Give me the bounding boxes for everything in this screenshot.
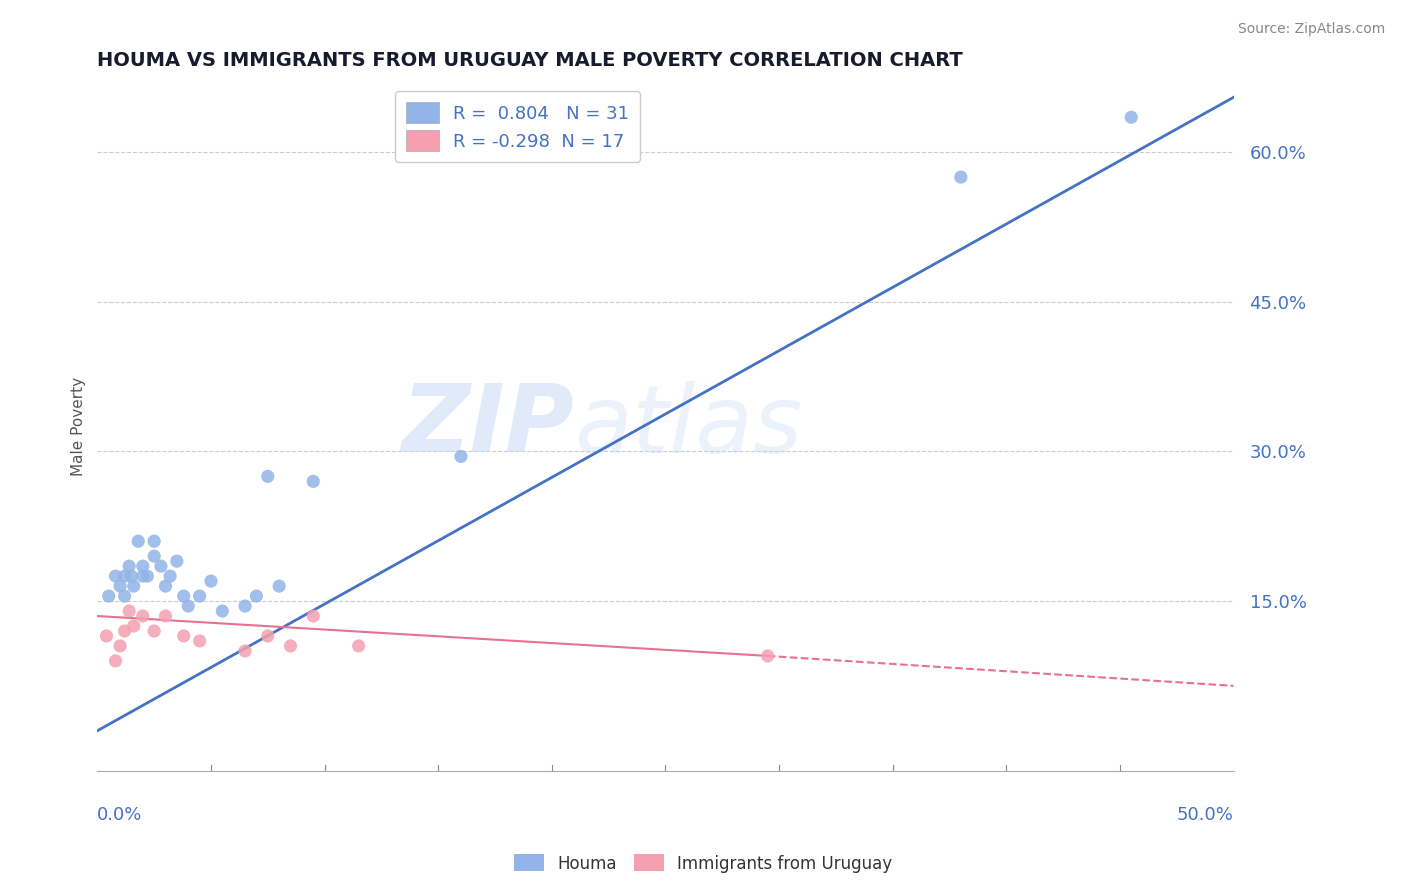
Point: [143, 624, 166, 638]
Text: Source: ZipAtlas.com: Source: ZipAtlas.com: [1237, 22, 1385, 37]
Legend: R =  0.804   N = 31, R = -0.298  N = 17: R = 0.804 N = 31, R = -0.298 N = 17: [395, 91, 640, 162]
Point: [347, 639, 370, 653]
Point: [256, 469, 278, 483]
Point: [1121, 110, 1143, 124]
Point: [104, 654, 127, 668]
Point: [114, 589, 136, 603]
Point: [132, 569, 155, 583]
Text: ZIP: ZIP: [402, 381, 575, 473]
Point: [188, 589, 211, 603]
Point: [245, 589, 267, 603]
Point: [149, 559, 172, 574]
Point: [949, 170, 972, 185]
Point: [200, 574, 222, 588]
Point: [302, 475, 325, 489]
Point: [97, 589, 120, 603]
Point: [211, 604, 233, 618]
Point: [127, 534, 149, 549]
Text: 50.0%: 50.0%: [1177, 805, 1233, 823]
Point: [269, 579, 291, 593]
Point: [120, 569, 142, 583]
Point: [173, 589, 195, 603]
Point: [136, 569, 159, 583]
Point: [166, 554, 188, 568]
Point: [188, 634, 211, 648]
Point: [132, 559, 155, 574]
Point: [108, 579, 131, 593]
Point: [756, 648, 779, 663]
Point: [114, 624, 136, 638]
Point: [173, 629, 195, 643]
Point: [177, 599, 200, 613]
Point: [233, 644, 256, 658]
Point: [155, 579, 177, 593]
Point: [159, 569, 181, 583]
Point: [122, 579, 145, 593]
Point: [143, 534, 166, 549]
Point: [118, 559, 141, 574]
Point: [96, 629, 118, 643]
Legend: Houma, Immigrants from Uruguay: Houma, Immigrants from Uruguay: [508, 847, 898, 880]
Text: HOUMA VS IMMIGRANTS FROM URUGUAY MALE POVERTY CORRELATION CHART: HOUMA VS IMMIGRANTS FROM URUGUAY MALE PO…: [97, 51, 963, 70]
Point: [280, 639, 302, 653]
Point: [118, 604, 141, 618]
Point: [132, 609, 155, 624]
Y-axis label: Male Poverty: Male Poverty: [72, 377, 86, 476]
Text: 0.0%: 0.0%: [97, 805, 143, 823]
Point: [108, 639, 131, 653]
Point: [302, 609, 325, 624]
Point: [122, 619, 145, 633]
Point: [155, 609, 177, 624]
Point: [143, 549, 166, 564]
Point: [256, 629, 278, 643]
Point: [104, 569, 127, 583]
Text: atlas: atlas: [575, 381, 803, 472]
Point: [450, 450, 472, 464]
Point: [233, 599, 256, 613]
Point: [114, 569, 136, 583]
